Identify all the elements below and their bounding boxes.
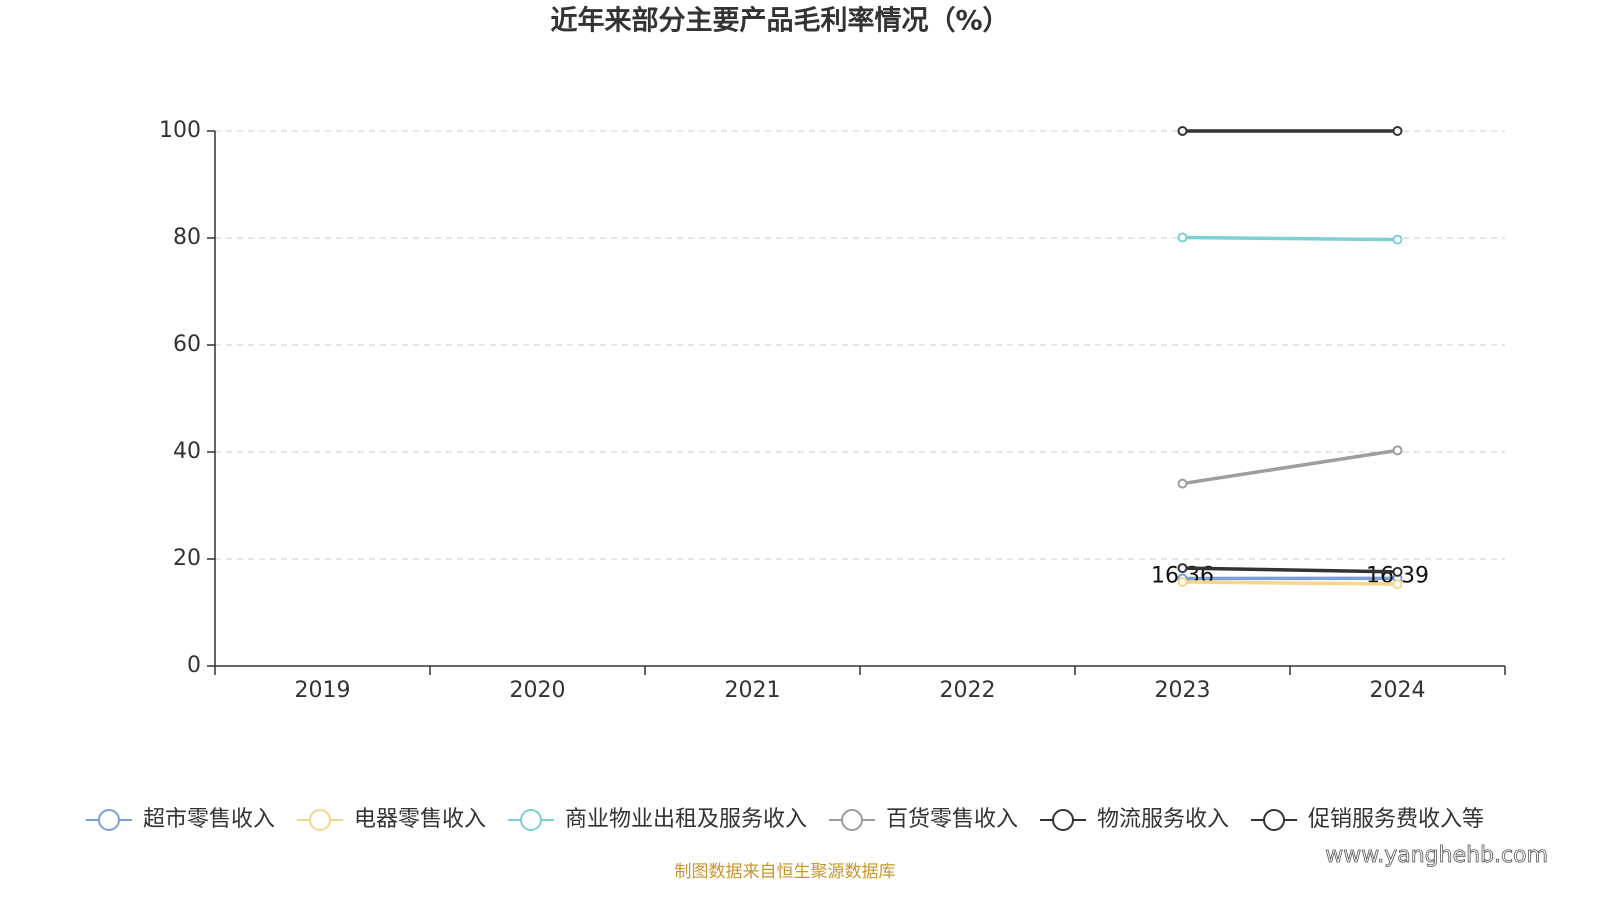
legend-item: 百货零售收入 (829, 807, 1018, 832)
point (1177, 126, 1188, 136)
series-line (1182, 566, 1398, 574)
point (1392, 445, 1403, 456)
legend-label: 百货零售收入 (886, 807, 1018, 832)
legend-item: 商业物业出租及服务收入 (507, 807, 807, 832)
legend-label: 超市零售收入 (143, 807, 275, 832)
x-tick-label: 2023 (1155, 678, 1211, 703)
legend-marker (308, 809, 331, 831)
point (1392, 566, 1403, 577)
x-tick-label: 2022 (940, 678, 996, 703)
y-tick-label: 80 (173, 225, 201, 250)
legend-label: 物流服务收入 (1097, 807, 1229, 832)
x-tick-label: 2019 (295, 678, 351, 703)
legend: 超市零售收入 电器零售收入 商业物业出租及服务收入 百货零售收入 物流服务收入 促销服务费… (85, 807, 1484, 832)
legend-marker (841, 809, 863, 831)
legend-label: 电器零售收入 (354, 807, 486, 832)
legend-label: 促销服务费收入等 (1308, 807, 1484, 832)
legend-item: 物流服务收入 (1040, 807, 1229, 832)
y-tick-label: 0 (187, 653, 201, 678)
point (1392, 126, 1403, 136)
x-tick-label: 2020 (510, 678, 566, 703)
legend-marker (97, 809, 120, 831)
point (1177, 232, 1188, 243)
series-line (1182, 235, 1398, 242)
legend-marker (1263, 809, 1286, 831)
legend-marker (519, 809, 542, 831)
chart-title: 近年来部分主要产品毛利率情况（%） (550, 5, 1009, 37)
legend-item: 超市零售收入 (85, 807, 275, 832)
x-tick-label: 2024 (1370, 678, 1426, 703)
legend-marker (1052, 809, 1075, 831)
series-line (1182, 580, 1398, 586)
legend-item: 促销服务费收入等 (1251, 807, 1484, 832)
point (1392, 234, 1403, 245)
y-tick-label: 100 (159, 118, 201, 143)
legend-item: 电器零售收入 (296, 807, 486, 832)
series-line (1182, 448, 1398, 486)
watermark: www.yanghehb.com (1325, 843, 1548, 868)
y-tick-label: 60 (173, 332, 201, 357)
legend-label: 商业物业出租及服务收入 (565, 807, 807, 832)
source: 制图数据来自恒生聚源数据库 (675, 862, 896, 882)
y-tick-label: 40 (173, 439, 201, 464)
point (1392, 579, 1403, 590)
point (1177, 577, 1188, 588)
point (1177, 563, 1188, 574)
point (1177, 478, 1188, 489)
x-tick-label: 2021 (725, 678, 781, 703)
y-tick-label: 20 (173, 546, 201, 571)
